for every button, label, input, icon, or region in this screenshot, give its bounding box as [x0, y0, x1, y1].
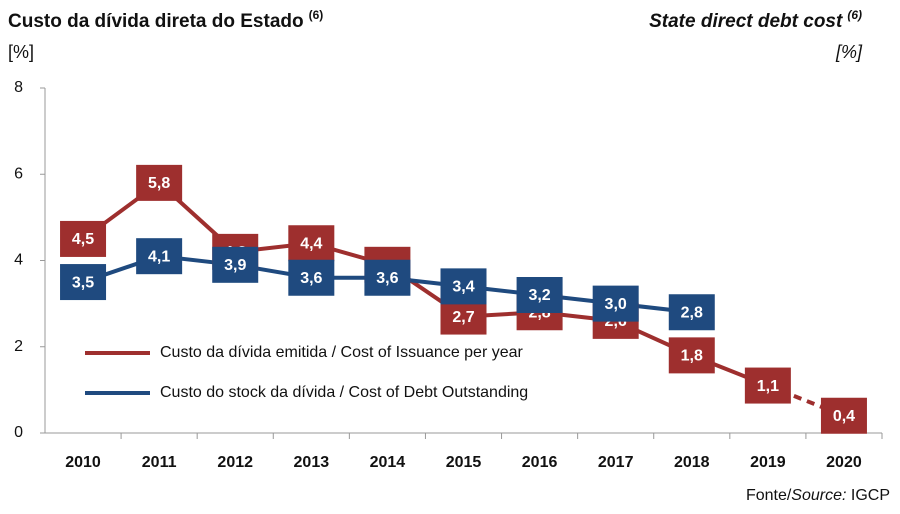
data-label: 2,7 — [452, 309, 474, 326]
data-label: 3,0 — [605, 296, 627, 313]
value-box — [516, 277, 563, 313]
chart-title: Custo da dívida direta do Estado (6) — [8, 8, 323, 32]
y-unit-en: [%] — [835, 42, 863, 62]
data-label: 3,6 — [300, 270, 322, 287]
data-label: 2,8 — [681, 304, 703, 321]
value-box — [136, 238, 183, 275]
data-label: 5,8 — [148, 175, 170, 192]
value-box — [60, 220, 107, 257]
x-tick-label: 2013 — [294, 454, 330, 471]
data-label: 0,4 — [833, 408, 855, 425]
x-tick-label: 2020 — [826, 454, 862, 471]
x-tick-label: 2011 — [142, 454, 177, 471]
data-label: 3,5 — [72, 274, 94, 291]
value-box — [364, 259, 411, 296]
legend-label: Custo do stock da dívida / Cost of Debt … — [160, 384, 528, 401]
data-label: 1,8 — [681, 348, 703, 365]
legend-label: Custo da dívida emitida / Cost of Issuan… — [160, 344, 524, 361]
title-en-text: State direct debt cost — [649, 11, 843, 32]
chart-title-en: State direct debt cost (6) — [649, 8, 862, 32]
value-box — [288, 225, 335, 262]
source-italic: Source: — [791, 487, 846, 504]
y-tick-label: 8 — [14, 79, 23, 96]
data-label: 1,1 — [757, 378, 779, 395]
value-box — [212, 246, 259, 283]
x-tick-label: 2015 — [446, 454, 482, 471]
data-label: 3,4 — [452, 279, 474, 296]
data-label: 3,9 — [224, 257, 246, 274]
data-label: 3,2 — [528, 287, 550, 304]
value-box — [668, 337, 715, 374]
value-box — [136, 164, 183, 201]
value-box — [60, 264, 107, 301]
value-box — [744, 367, 791, 404]
source-suffix: IGCP — [846, 487, 890, 504]
x-tick-label: 2010 — [65, 454, 101, 471]
value-box — [440, 298, 487, 335]
y-tick-label: 2 — [14, 338, 23, 355]
series-line — [81, 180, 769, 388]
y-tick-label: 0 — [14, 424, 23, 441]
x-tick-label: 2016 — [522, 454, 558, 471]
source-prefix: Fonte/ — [746, 487, 792, 504]
x-tick-label: 2018 — [674, 454, 710, 471]
x-tick-label: 2012 — [217, 454, 253, 471]
title-en-note: (6) — [847, 8, 862, 22]
x-tick-label: 2014 — [370, 454, 406, 471]
value-box — [820, 397, 867, 434]
title-note: (6) — [309, 8, 324, 22]
value-box — [668, 294, 715, 331]
value-box — [592, 285, 639, 322]
data-label: 3,6 — [376, 270, 398, 287]
data-label: 4,1 — [148, 248, 170, 265]
y-unit: [%] — [8, 42, 34, 62]
y-tick-label: 6 — [14, 165, 23, 182]
x-tick-label: 2019 — [750, 454, 786, 471]
x-tick-label: 2017 — [598, 454, 634, 471]
data-label: 4,4 — [300, 235, 322, 252]
source: Fonte/Source: IGCP — [746, 487, 890, 504]
title-text: Custo da dívida direta do Estado — [8, 11, 304, 32]
y-tick-label: 4 — [14, 252, 23, 269]
value-box — [288, 259, 335, 296]
value-box — [440, 268, 487, 305]
data-label: 4,5 — [72, 231, 94, 248]
